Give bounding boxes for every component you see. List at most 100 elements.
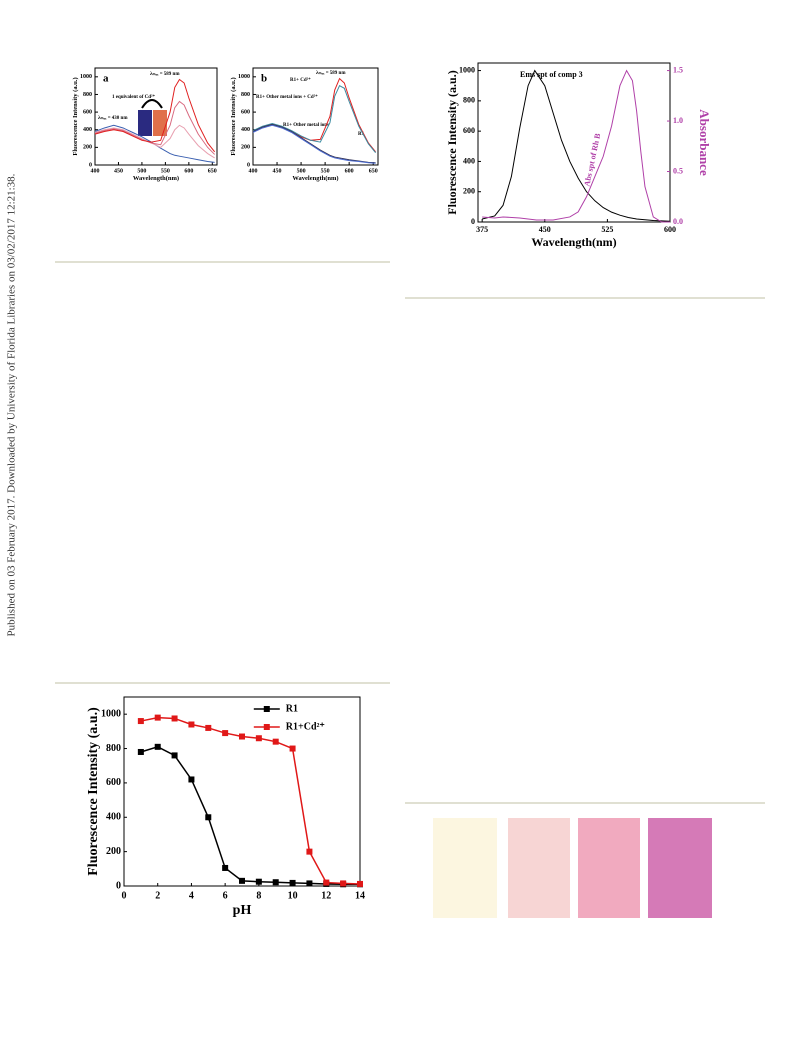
- marker: [154, 743, 161, 750]
- y-tick-label: 600: [463, 126, 475, 135]
- marker: [239, 877, 245, 884]
- marker: [137, 748, 144, 755]
- annotation: R1+ Cd²⁺: [290, 77, 311, 83]
- legend-marker: [263, 706, 270, 712]
- annotation: R1: [358, 132, 365, 137]
- x-tick-label: 600: [345, 168, 354, 174]
- x-tick-label: 450: [273, 168, 282, 174]
- y-tick-label: 1000: [459, 65, 475, 74]
- marker: [171, 752, 178, 759]
- series-line: [482, 69, 670, 223]
- y-tick-label: 1000: [101, 708, 121, 719]
- series-line: [482, 69, 671, 222]
- marker: [357, 880, 363, 887]
- marker: [289, 879, 296, 886]
- legend-label: R1: [286, 703, 298, 714]
- annotation: 1 equivalent of Cd²⁺: [112, 94, 156, 100]
- marker: [222, 864, 229, 871]
- series-line: [94, 78, 216, 153]
- x-tick-label: 400: [91, 168, 100, 174]
- x-tick-label: 550: [161, 168, 170, 174]
- legend-label: R1+Cd²⁺: [286, 721, 325, 732]
- x-axis-label: Wavelength(nm): [133, 175, 179, 182]
- series-line: [252, 123, 376, 164]
- photo: [648, 818, 712, 918]
- y2-tick-label: 1.5: [673, 65, 683, 74]
- marker: [188, 776, 195, 783]
- series-line: [252, 84, 376, 153]
- y2-tick-label: 0.0: [673, 217, 683, 226]
- series-line: [140, 716, 361, 885]
- vial: [153, 110, 167, 136]
- y-tick-label: 0: [116, 880, 121, 891]
- marker: [222, 730, 229, 737]
- annotation: Abs spt of Rh B: [582, 132, 602, 187]
- y-tick-label: 400: [106, 812, 121, 823]
- y-tick-label: 200: [83, 145, 92, 151]
- y2-axis-label: Absorbance: [697, 109, 712, 176]
- y-tick-label: 0: [247, 162, 250, 168]
- y-tick-label: 600: [106, 777, 121, 788]
- y-tick-label: 400: [83, 127, 92, 133]
- y-tick-label: 0: [471, 217, 475, 226]
- x-tick-label: 650: [369, 168, 378, 174]
- x-tick-label: 525: [601, 225, 613, 234]
- legend-marker: [263, 724, 270, 730]
- panel-label: b: [261, 73, 267, 85]
- plot-frame: [477, 62, 671, 223]
- x-tick-label: 10: [288, 890, 298, 901]
- y-tick-label: 800: [241, 92, 250, 98]
- annotation: λₘₐₓ = 430 nm: [98, 116, 128, 121]
- x-axis-label: pH: [233, 903, 252, 918]
- x-tick-label: 500: [137, 168, 146, 174]
- marker: [255, 735, 262, 742]
- marker: [137, 718, 144, 725]
- series-line: [252, 124, 376, 164]
- marker: [306, 880, 313, 887]
- plot-frame: [123, 696, 361, 887]
- x-axis-label: Wavelength(nm): [531, 235, 616, 249]
- photo: [508, 818, 570, 918]
- marker: [205, 724, 212, 731]
- y-tick-label: 200: [106, 846, 121, 857]
- x-tick-label: 450: [114, 168, 123, 174]
- y-tick-label: 1000: [80, 74, 92, 80]
- x-tick-label: 0: [122, 890, 127, 901]
- marker: [188, 721, 195, 728]
- y-tick-label: 800: [106, 743, 121, 754]
- y-tick-label: 200: [241, 145, 250, 151]
- series-line: [94, 124, 215, 159]
- x-tick-label: 550: [321, 168, 330, 174]
- annotation: R1+ Other metal ions + Cd²⁺: [256, 94, 318, 100]
- plot-frame: [252, 67, 379, 166]
- marker: [289, 745, 296, 752]
- x-tick-label: 600: [664, 225, 676, 234]
- marker: [272, 738, 279, 745]
- marker: [205, 814, 212, 821]
- y-tick-label: 400: [463, 156, 475, 165]
- photo: [578, 818, 640, 918]
- x-tick-label: 650: [208, 168, 217, 174]
- annotation: λₘₐₓ = 589 nm: [150, 72, 180, 77]
- y-axis-label: Fluorescence Intensity (a.u.): [445, 70, 459, 214]
- y2-tick-label: 0.5: [673, 166, 683, 175]
- y-tick-label: 400: [241, 127, 250, 133]
- series-line: [94, 100, 216, 155]
- series-line: [140, 746, 360, 886]
- y-axis-label: Fluorescence Intensity (a.u.): [72, 77, 79, 155]
- annotation: Ems spt of comp 3: [520, 70, 583, 79]
- marker: [239, 733, 245, 740]
- x-tick-label: 500: [297, 168, 306, 174]
- marker: [272, 879, 279, 886]
- y-axis-label: Fluorescence Intensity (a.u.): [86, 707, 101, 876]
- marker: [323, 879, 330, 886]
- y-tick-label: 0: [89, 162, 92, 168]
- marker: [154, 714, 161, 721]
- arrow: [141, 99, 163, 109]
- photo: [433, 818, 497, 918]
- x-tick-label: 2: [155, 890, 160, 901]
- annotation: λₘₐₓ = 589 nm: [316, 71, 346, 76]
- x-tick-label: 4: [189, 890, 194, 901]
- x-tick-label: 400: [249, 168, 258, 174]
